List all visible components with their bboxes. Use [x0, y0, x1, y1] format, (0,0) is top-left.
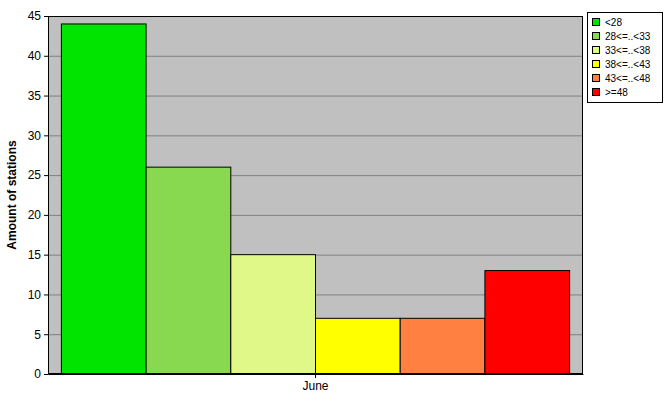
y-tick: 0	[34, 367, 48, 381]
y-tick-label: 0	[34, 367, 41, 381]
y-tick-mark	[44, 175, 48, 176]
legend-item: 33<=..<38	[593, 45, 651, 56]
bar	[400, 318, 485, 374]
y-tick-mark	[44, 215, 48, 216]
legend-item: <28	[593, 17, 623, 28]
legend: <28 28<=..<33 33<=..<38 38<=..<43 43<=..<48 >…	[588, 13, 663, 103]
legend-box	[588, 13, 663, 103]
bar	[316, 318, 401, 374]
y-tick-mark	[44, 255, 48, 256]
y-tick: 45	[28, 9, 48, 23]
y-tick-label: 25	[28, 168, 42, 182]
y-tick-label: 30	[28, 129, 42, 143]
legend-item: >=48	[593, 87, 629, 98]
y-tick-mark	[44, 96, 48, 97]
legend-item: 43<=..<48	[593, 73, 651, 84]
y-tick: 10	[28, 288, 48, 302]
legend-label: <28	[605, 17, 622, 28]
y-tick: 35	[28, 89, 48, 103]
bar	[485, 271, 570, 374]
y-tick-label: 35	[28, 89, 42, 103]
y-tick: 25	[28, 168, 48, 182]
legend-swatch	[593, 89, 600, 96]
y-tick-label: 10	[28, 288, 42, 302]
legend-swatch	[593, 33, 600, 40]
y-tick-label: 15	[28, 248, 42, 262]
legend-label: 38<=..<43	[605, 59, 651, 70]
y-tick-label: 40	[28, 49, 42, 63]
y-tick-mark	[44, 334, 48, 335]
chart: 0 5 10 15 20 25 30 35 40 45 June Amount of stations…	[0, 0, 667, 415]
y-tick: 15	[28, 248, 48, 262]
y-tick-label: 20	[28, 208, 42, 222]
y-tick: 20	[28, 208, 48, 222]
legend-label: 28<=..<33	[605, 31, 651, 42]
x-axis: June	[49, 374, 584, 393]
legend-label: >=48	[605, 87, 628, 98]
plot-background	[48, 16, 583, 374]
legend-swatch	[593, 61, 600, 68]
bar	[231, 255, 316, 374]
legend-swatch	[593, 75, 600, 82]
y-tick-mark	[44, 16, 48, 17]
bar	[61, 24, 146, 374]
legend-item: 38<=..<43	[593, 59, 651, 70]
x-tick-mark	[315, 374, 316, 378]
y-tick-mark	[44, 294, 48, 295]
y-tick: 40	[28, 49, 48, 63]
y-tick-label: 5	[34, 328, 41, 342]
x-tick-label: June	[302, 379, 328, 393]
y-tick-mark	[44, 135, 48, 136]
y-axis: 0 5 10 15 20 25 30 35 40 45	[28, 9, 49, 381]
bar	[146, 167, 231, 374]
bars	[61, 24, 569, 374]
y-tick: 30	[28, 129, 48, 143]
x-tick: June	[302, 374, 328, 393]
y-tick-mark	[44, 374, 48, 375]
legend-swatch	[593, 19, 600, 26]
plot-frame	[49, 17, 583, 374]
plot: 0 5 10 15 20 25 30 35 40 45 June	[28, 9, 584, 392]
y-tick: 5	[34, 328, 48, 342]
grid	[48, 17, 583, 375]
y-axis-title: Amount of stations	[5, 140, 19, 250]
legend-swatch	[593, 47, 600, 54]
legend-item: 28<=..<33	[593, 31, 651, 42]
y-tick-mark	[44, 56, 48, 57]
y-tick-label: 45	[28, 9, 42, 23]
legend-label: 33<=..<38	[605, 45, 651, 56]
y-axis-line	[48, 17, 49, 375]
legend-label: 43<=..<48	[605, 73, 651, 84]
